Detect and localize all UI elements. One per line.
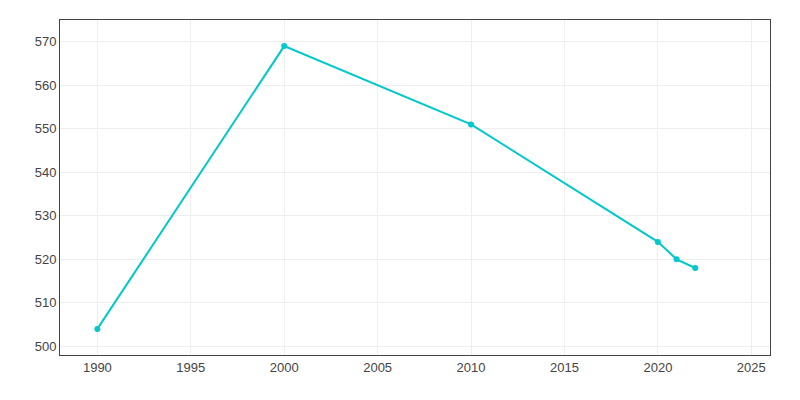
svg-text:2025: 2025 <box>737 360 766 375</box>
svg-text:2010: 2010 <box>457 360 486 375</box>
svg-text:530: 530 <box>35 208 57 223</box>
svg-text:2015: 2015 <box>550 360 579 375</box>
svg-text:520: 520 <box>35 252 57 267</box>
svg-text:560: 560 <box>35 78 57 93</box>
svg-text:540: 540 <box>35 165 57 180</box>
svg-text:510: 510 <box>35 295 57 310</box>
svg-text:550: 550 <box>35 121 57 136</box>
svg-text:2020: 2020 <box>643 360 672 375</box>
svg-text:2005: 2005 <box>363 360 392 375</box>
svg-text:500: 500 <box>35 339 57 354</box>
svg-text:1995: 1995 <box>176 360 205 375</box>
svg-text:1990: 1990 <box>83 360 112 375</box>
svg-text:570: 570 <box>35 34 57 49</box>
svg-text:2000: 2000 <box>270 360 299 375</box>
